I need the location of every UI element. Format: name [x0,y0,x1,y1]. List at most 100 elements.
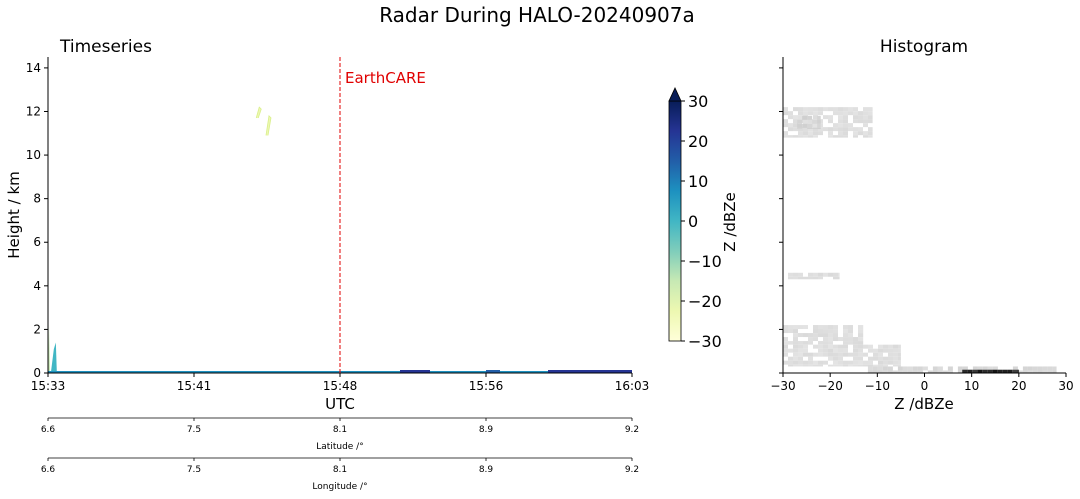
histogram-cell [828,325,833,330]
histogram-cell [858,352,863,357]
timeseries-y-tick-label: 8 [33,192,41,206]
histogram-cell [877,370,883,373]
histogram-cell [972,369,978,373]
colorbar-tick-label: 30 [688,92,708,111]
histogram-cell [1047,366,1053,371]
histogram-cell [818,352,823,357]
histogram-cell [823,329,828,334]
histogram-cell [828,337,833,342]
histogram-cell [793,352,798,357]
histogram-cell [798,364,803,367]
histogram-cell [838,107,843,112]
secondary-axis-tick-label: 7.5 [187,465,201,475]
histogram-cell [878,352,883,357]
cirrus-echo [265,114,272,136]
histogram-cell [897,366,903,371]
histogram-cell [843,352,848,357]
histogram-cell [817,119,821,124]
histogram-cell [798,115,803,120]
histogram-cell [898,348,901,353]
histogram-cell [797,119,803,124]
histogram-cell [883,348,888,353]
histogram-cell [912,366,918,371]
histogram-cell [1037,370,1043,373]
histogram-cell [1032,370,1038,373]
histogram-cell [793,341,798,345]
histogram-cell [813,123,818,128]
histogram-cell [803,131,808,136]
histogram-cell [843,107,848,112]
histogram-cell [843,337,848,342]
histogram-cell [828,348,833,353]
colorbar-tick-label: 10 [688,172,708,191]
histogram-cell [838,115,843,120]
histogram-cell [858,341,863,345]
histogram-cell [878,360,883,365]
histogram-cell [823,325,828,330]
histogram-cell [898,344,901,349]
histogram-cell [848,360,853,365]
histogram-title: Histogram [880,37,968,57]
histogram-cell [898,352,901,357]
histogram-cell [868,135,873,138]
histogram-cell [848,325,853,330]
histogram-cell [833,337,838,342]
histogram-cell [788,135,793,138]
histogram-cell [793,107,798,112]
histogram-cell [793,344,798,349]
histogram-cell [803,348,808,353]
colorbar: −30 −20 −10 0 10 20 30 Z /dBZe [668,87,739,351]
histogram-cell [858,348,863,353]
histogram-cell [863,123,868,128]
histogram-cell [833,360,838,365]
histogram-cell [1042,370,1048,373]
histogram-cell [853,107,858,112]
colorbar-tick-label: 0 [688,212,698,231]
histogram-cell [798,341,803,345]
histogram-cell [818,107,823,112]
histogram-cell [922,366,928,371]
timeseries-y-tick-label: 12 [26,104,41,118]
histogram-cell [977,369,983,373]
histogram-cell [962,366,968,371]
histogram-cell [793,123,798,128]
histogram-cell [898,364,901,367]
histogram-cell [977,366,983,371]
histogram-cell [907,366,913,371]
histogram-cell [808,119,813,124]
histogram-cell [893,356,898,361]
histogram-cell [798,348,803,353]
histogram-cell [833,127,838,132]
histogram-cell [843,135,848,138]
histogram-cell [883,356,888,361]
histogram-cell [783,135,788,138]
histogram-cell [803,344,808,349]
histogram-cell [932,370,938,373]
histogram-cell [783,352,788,357]
histogram-cell [803,333,808,338]
histogram-cell [878,348,883,353]
histogram-cell [1012,369,1018,373]
histogram-cell [843,131,848,136]
timeseries-x-tick-label: 15:33 [31,379,66,393]
histogram-cell [828,119,833,124]
histogram-cell [808,356,813,361]
histogram-cell [813,352,818,357]
histogram-cell [1027,366,1033,371]
histogram-cell [803,325,808,330]
histogram-cell [853,127,858,132]
histogram-cell [793,337,798,342]
histogram-cell [803,127,808,132]
timeseries-y-label: Height / km [5,171,23,258]
histogram-cell [783,325,788,330]
histogram-cell [798,111,803,116]
histogram-cell [912,370,918,373]
histogram-cell [1002,369,1008,373]
secondary-axis-tick-label: 6.6 [41,465,56,475]
histogram-cell [807,123,813,128]
histogram-cell [803,364,808,367]
histogram-cell [887,370,893,373]
timeseries-y-tick-label: 14 [26,61,41,75]
histogram-cell [848,352,853,357]
histogram-cell [828,333,833,338]
